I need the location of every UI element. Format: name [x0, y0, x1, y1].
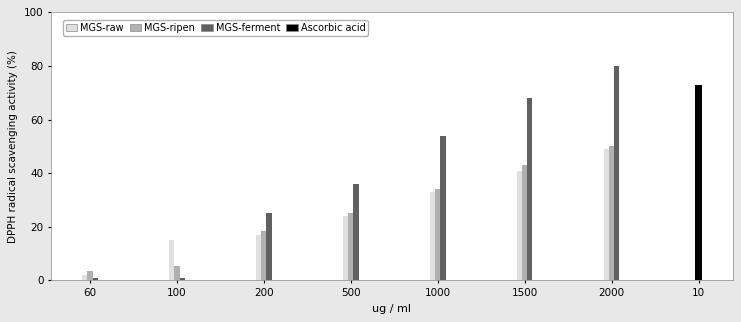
Bar [516, 171, 522, 280]
Bar [440, 136, 445, 280]
Bar [93, 278, 98, 280]
Bar [522, 165, 528, 280]
Bar [348, 213, 353, 280]
Bar [604, 149, 609, 280]
Bar [256, 235, 262, 280]
Bar [609, 147, 614, 280]
Y-axis label: DPPH radical scavenging activity (%): DPPH radical scavenging activity (%) [8, 50, 19, 243]
Bar [353, 184, 359, 280]
Bar [87, 271, 93, 280]
Bar [174, 266, 179, 280]
X-axis label: ug / ml: ug / ml [373, 304, 411, 314]
Bar [262, 231, 267, 280]
Bar [614, 66, 619, 280]
Bar [179, 278, 185, 280]
Bar [267, 213, 272, 280]
Bar [696, 85, 702, 280]
Bar [430, 192, 435, 280]
Legend: MGS-raw, MGS-ripen, MGS-ferment, Ascorbic acid: MGS-raw, MGS-ripen, MGS-ferment, Ascorbi… [63, 20, 368, 36]
Bar [528, 98, 533, 280]
Bar [343, 216, 348, 280]
Bar [169, 240, 174, 280]
Bar [82, 275, 87, 280]
Bar [435, 189, 440, 280]
